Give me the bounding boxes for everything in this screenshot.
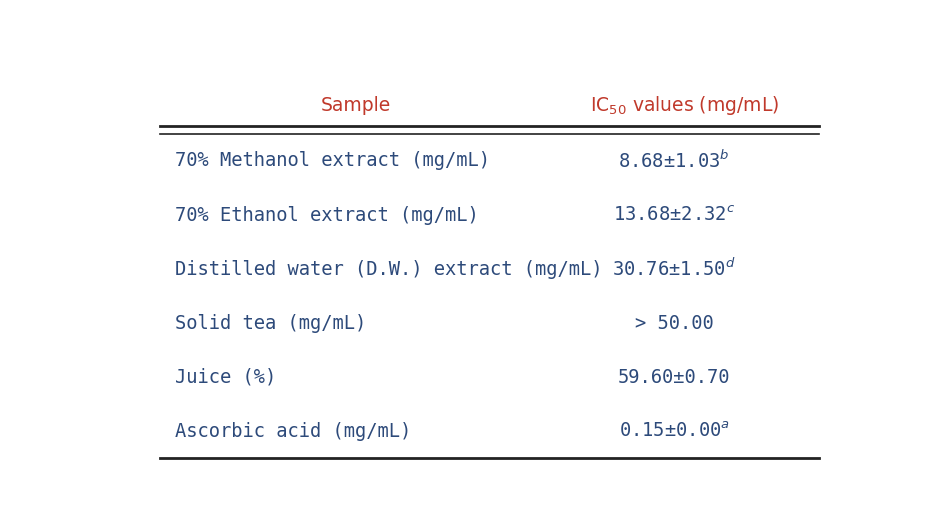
Text: 13.68±2.32$^{c}$: 13.68±2.32$^{c}$ bbox=[613, 205, 735, 225]
Text: 70% Ethanol extract (mg/mL): 70% Ethanol extract (mg/mL) bbox=[175, 206, 478, 225]
Text: 8.68±1.03$^{b}$: 8.68±1.03$^{b}$ bbox=[618, 150, 729, 172]
Text: Juice (%): Juice (%) bbox=[175, 368, 276, 387]
Text: 70% Methanol extract (mg/mL): 70% Methanol extract (mg/mL) bbox=[175, 151, 489, 170]
Text: 0.15±0.00$^{a}$: 0.15±0.00$^{a}$ bbox=[618, 421, 729, 441]
Text: Solid tea (mg/mL): Solid tea (mg/mL) bbox=[175, 313, 366, 332]
Text: 30.76±1.50$^{d}$: 30.76±1.50$^{d}$ bbox=[613, 258, 736, 280]
Text: > 50.00: > 50.00 bbox=[635, 313, 714, 332]
Text: IC$_{50}$ values (mg/mL): IC$_{50}$ values (mg/mL) bbox=[590, 94, 780, 117]
Text: Distilled water (D.W.) extract (mg/mL): Distilled water (D.W.) extract (mg/mL) bbox=[175, 259, 602, 278]
Text: Sample: Sample bbox=[320, 96, 390, 115]
Text: Ascorbic acid (mg/mL): Ascorbic acid (mg/mL) bbox=[175, 421, 411, 440]
Text: 59.60±0.70: 59.60±0.70 bbox=[618, 368, 730, 387]
